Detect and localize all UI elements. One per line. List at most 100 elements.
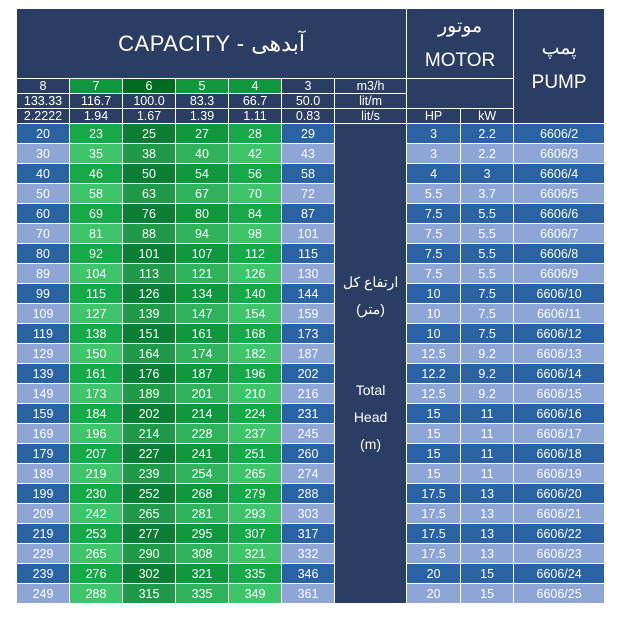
head-value-cell: 113	[122, 263, 176, 284]
flow-litm-cell: 66.7	[228, 93, 282, 109]
table-row: 149 173 189 201 210 216 12.5 9.2 6606/15	[16, 383, 606, 404]
head-value-cell: 173	[69, 383, 123, 404]
total-head-fa-line2: (متر)	[356, 301, 385, 317]
head-value-cell: 189	[16, 463, 70, 484]
unit-litm: lit/m	[333, 93, 408, 109]
pump-model-cell: 6606/9	[513, 263, 606, 284]
head-value-cell: 307	[228, 523, 282, 544]
table-row: 199 230 252 268 279 288 17.5 13 6606/20	[16, 483, 606, 504]
head-value-cell: 335	[228, 563, 282, 584]
head-value-cell: 202	[122, 403, 176, 424]
motor-hp-cell: 12.5	[406, 383, 462, 404]
pump-model-cell: 6606/24	[513, 563, 606, 584]
pump-model-cell: 6606/17	[513, 423, 606, 444]
motor-hp-cell: 15	[406, 403, 462, 424]
head-value-cell: 184	[69, 403, 123, 424]
flow-litm-cell: 100.0	[122, 93, 176, 109]
head-value-cell: 154	[228, 303, 282, 324]
head-value-cell: 231	[281, 403, 335, 424]
motor-hp-cell: 10	[406, 323, 462, 344]
head-value-cell: 265	[69, 543, 123, 564]
motor-hp-cell: 20	[406, 583, 462, 604]
head-value-cell: 159	[281, 303, 335, 324]
head-value-cell: 76	[122, 203, 176, 224]
head-value-cell: 88	[122, 223, 176, 244]
motor-hp-cell: 17.5	[406, 483, 462, 504]
pump-model-cell: 6606/11	[513, 303, 606, 324]
table-row: 219 253 277 295 307 317 17.5 13 6606/22	[16, 523, 606, 544]
head-value-cell: 168	[228, 323, 282, 344]
motor-hp-cell: 20	[406, 563, 462, 584]
head-value-cell: 134	[175, 283, 229, 304]
head-value-cell: 28	[228, 123, 282, 144]
head-value-cell: 214	[122, 423, 176, 444]
head-value-cell: 239	[16, 563, 70, 584]
table-row: 169 196 214 228 237 245 15 11 6606/17	[16, 423, 606, 444]
head-value-cell: 54	[175, 163, 229, 184]
head-value-cell: 70	[16, 223, 70, 244]
flow-litm-cell: 133.33	[16, 93, 70, 109]
head-value-cell: 199	[16, 483, 70, 504]
head-value-cell: 58	[281, 163, 335, 184]
total-head-fa-line1: ارتفاع کل	[342, 274, 399, 290]
head-value-cell: 187	[281, 343, 335, 364]
pump-model-cell: 6606/5	[513, 183, 606, 204]
head-value-cell: 209	[16, 503, 70, 524]
motor-hp-cell: 17.5	[406, 523, 462, 544]
head-value-cell: 121	[175, 263, 229, 284]
motor-kw-cell: 3.7	[460, 183, 515, 204]
head-value-cell: 27	[175, 123, 229, 144]
head-value-cell: 202	[281, 363, 335, 384]
head-value-cell: 281	[175, 503, 229, 524]
head-value-cell: 115	[69, 283, 123, 304]
head-value-cell: 99	[16, 283, 70, 304]
motor-header-fa: موتور	[437, 15, 483, 37]
flow-m3h-cell: 4	[228, 78, 282, 94]
motor-hp-cell: 4	[406, 163, 462, 184]
head-value-cell: 101	[122, 243, 176, 264]
motor-kw-cell: 13	[460, 503, 515, 524]
motor-kw-cell: 5.5	[460, 263, 515, 284]
head-value-cell: 80	[16, 243, 70, 264]
table-row: 30 35 38 40 42 43 3 2.2 6606/3	[16, 143, 606, 164]
table-row: 40 46 50 54 56 58 4 3 6606/4	[16, 163, 606, 184]
motor-hp-cell: 5.5	[406, 183, 462, 204]
table-row: 60 69 76 80 84 87 7.5 5.5 6606/6	[16, 203, 606, 224]
head-value-cell: 101	[281, 223, 335, 244]
head-value-cell: 230	[69, 483, 123, 504]
head-value-cell: 216	[281, 383, 335, 404]
head-value-cell: 252	[122, 483, 176, 504]
head-value-cell: 288	[69, 583, 123, 604]
head-value-cell: 63	[122, 183, 176, 204]
head-value-cell: 147	[175, 303, 229, 324]
head-value-cell: 196	[228, 363, 282, 384]
head-value-cell: 349	[228, 583, 282, 604]
head-value-cell: 130	[281, 263, 335, 284]
table-row: 179 207 227 241 251 260 15 11 6606/18	[16, 443, 606, 464]
pump-model-cell: 6606/19	[513, 463, 606, 484]
motor-hp-cell: 17.5	[406, 543, 462, 564]
total-head-en-line1: Total	[355, 382, 386, 398]
head-value-cell: 237	[228, 423, 282, 444]
head-value-cell: 109	[16, 303, 70, 324]
motor-kw-cell: 9.2	[460, 383, 515, 404]
head-value-cell: 40	[16, 163, 70, 184]
head-value-cell: 335	[175, 583, 229, 604]
head-value-cell: 346	[281, 563, 335, 584]
head-value-cell: 94	[175, 223, 229, 244]
capacity-title: CAPACITY - آبدهی	[15, 8, 408, 79]
motor-kw-cell: 9.2	[460, 363, 515, 384]
head-value-cell: 308	[175, 543, 229, 564]
head-value-cell: 30	[16, 143, 70, 164]
pump-model-cell: 6606/6	[513, 203, 606, 224]
motor-header: موتور MOTOR	[406, 8, 515, 79]
unit-m3h: m3/h	[333, 78, 408, 94]
table-row: 129 150 164 174 182 187 12.5 9.2 6606/13	[16, 343, 606, 364]
head-value-cell: 332	[281, 543, 335, 564]
table-row: 139 161 176 187 196 202 12.2 9.2 6606/14	[16, 363, 606, 384]
flow-m3h-cell: 3	[281, 78, 335, 94]
motor-kw-cell: 3	[460, 163, 515, 184]
head-value-cell: 40	[175, 143, 229, 164]
head-value-cell: 92	[69, 243, 123, 264]
head-value-cell: 239	[122, 463, 176, 484]
